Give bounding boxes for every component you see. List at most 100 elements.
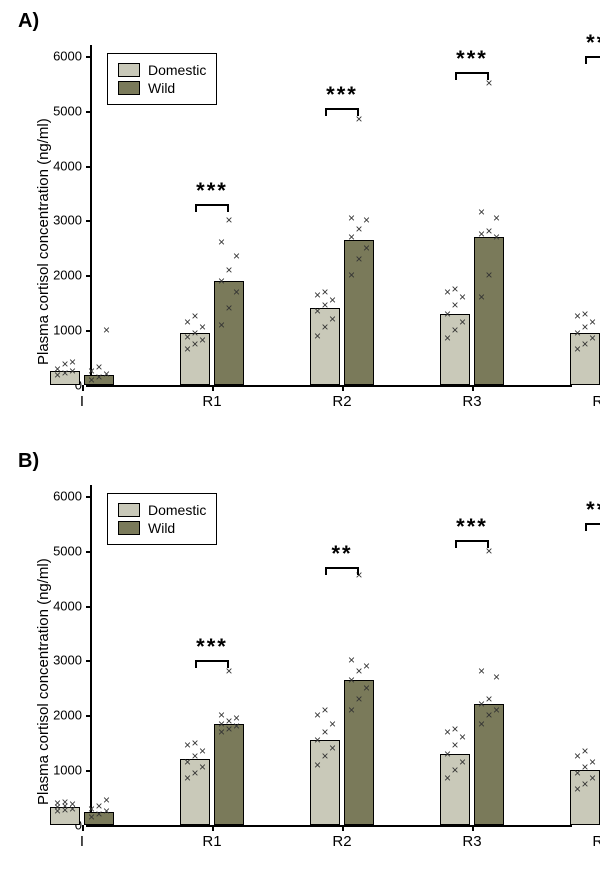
x-tick-label: I [80,833,84,850]
data-point: × [478,665,485,677]
legend: Domestic Wild [107,493,217,545]
y-tick [86,496,92,498]
data-point: × [225,214,232,226]
y-tick [86,330,92,332]
data-point: × [493,671,500,683]
significance-label: *** [456,46,488,72]
data-point: × [348,674,355,686]
data-point: × [88,803,95,815]
data-point: × [363,660,370,672]
data-point: × [451,739,458,751]
data-point: × [54,363,61,375]
data-point: × [233,250,240,262]
legend-label: Domestic [148,62,206,78]
data-point: × [233,712,240,724]
data-point: × [314,305,321,317]
data-point: × [444,726,451,738]
data-point: × [191,310,198,322]
data-point: × [329,313,336,325]
legend-label: Domestic [148,502,206,518]
data-point: × [69,356,76,368]
significance-bar [325,567,359,569]
data-point: × [589,756,596,768]
data-point: × [574,310,581,322]
data-point: × [444,748,451,760]
data-point: × [184,756,191,768]
data-point: × [314,330,321,342]
data-point: × [225,264,232,276]
data-point: × [478,228,485,240]
data-point: × [184,331,191,343]
data-point: × [348,212,355,224]
data-point: × [191,737,198,749]
y-tick [86,770,92,772]
significance-label: *** [196,178,228,204]
legend-label: Wild [148,80,175,96]
data-point: × [233,286,240,298]
panel-B: B)0100020003000400050006000I××××××××××××… [0,450,600,870]
data-point: × [493,212,500,224]
data-point: × [199,745,206,757]
data-point: × [355,223,362,235]
legend-swatch [118,521,140,535]
y-tick [86,551,92,553]
data-point: × [581,761,588,773]
significance-bar [455,72,489,74]
data-point: × [355,253,362,265]
data-point: × [218,275,225,287]
data-point: × [485,269,492,281]
data-point: × [459,731,466,743]
data-point: × [191,327,198,339]
data-point: × [103,794,110,806]
data-point: × [363,214,370,226]
data-point: × [581,308,588,320]
y-tick [86,606,92,608]
data-point: × [589,772,596,784]
data-point: × [103,368,110,380]
legend-swatch [118,81,140,95]
plot-area: 0100020003000400050006000I××××××××××××R1… [90,45,572,387]
data-point: × [321,726,328,738]
y-tick-label: 3000 [53,213,82,228]
bar-wild [214,724,244,825]
data-point: × [199,334,206,346]
x-tick-label: R1 [202,393,221,410]
data-point: × [459,316,466,328]
legend-item: Domestic [118,502,206,518]
y-tick-label: 2000 [53,268,82,283]
y-tick-label: 5000 [53,543,82,558]
legend-swatch [118,63,140,77]
data-point: × [95,361,102,373]
x-tick-label: R2 [332,393,351,410]
x-tick-label: R3 [462,393,481,410]
significance-bar [195,660,229,662]
x-tick-label: R3 [462,833,481,850]
data-point: × [444,772,451,784]
data-point: × [184,343,191,355]
data-point: × [321,750,328,762]
panel-label-B: B) [18,450,39,473]
data-point: × [485,693,492,705]
data-point: × [218,319,225,331]
significance-label: *** [456,514,488,540]
significance-label: *** [326,82,358,108]
data-point: × [329,718,336,730]
y-tick-label: 1000 [53,763,82,778]
legend-item: Domestic [118,62,206,78]
data-point: × [485,225,492,237]
data-point: × [184,739,191,751]
data-point: × [493,231,500,243]
data-point: × [314,734,321,746]
data-point: × [493,704,500,716]
panel-label-A: A) [18,10,39,33]
data-point: × [184,316,191,328]
y-tick [86,111,92,113]
y-axis-label: Plasma cortisol concentration (ng/ml) [35,558,52,805]
x-tick [472,385,474,391]
x-tick [212,825,214,831]
significance-label: *** [196,634,228,660]
data-point: × [225,715,232,727]
y-tick-label: 1000 [53,323,82,338]
bar-wild [474,237,504,385]
legend-label: Wild [148,520,175,536]
